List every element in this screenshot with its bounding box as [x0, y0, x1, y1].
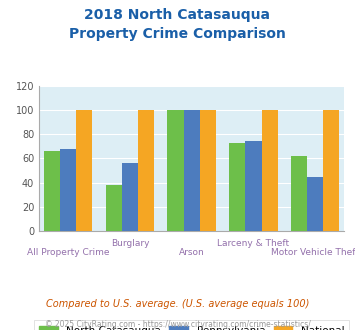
- Bar: [184, 110, 200, 231]
- Text: Compared to U.S. average. (U.S. average equals 100): Compared to U.S. average. (U.S. average …: [46, 299, 309, 309]
- Bar: [200, 110, 216, 231]
- Legend: North Catasauqua, Pennsylvania, National: North Catasauqua, Pennsylvania, National: [34, 320, 349, 330]
- Bar: [323, 110, 339, 231]
- Text: All Property Crime: All Property Crime: [27, 248, 109, 257]
- Text: Arson: Arson: [179, 248, 204, 257]
- Bar: [60, 149, 76, 231]
- Bar: [245, 142, 262, 231]
- Text: 2018 North Catasauqua
Property Crime Comparison: 2018 North Catasauqua Property Crime Com…: [69, 8, 286, 41]
- Text: © 2025 CityRating.com - https://www.cityrating.com/crime-statistics/: © 2025 CityRating.com - https://www.city…: [45, 320, 310, 329]
- Bar: [307, 177, 323, 231]
- Text: Burglary: Burglary: [111, 239, 149, 248]
- Bar: [168, 110, 184, 231]
- Text: Larceny & Theft: Larceny & Theft: [217, 239, 290, 248]
- Bar: [106, 185, 122, 231]
- Bar: [229, 143, 245, 231]
- Bar: [262, 110, 278, 231]
- Bar: [138, 110, 154, 231]
- Bar: [76, 110, 92, 231]
- Bar: [122, 163, 138, 231]
- Bar: [44, 151, 60, 231]
- Text: Motor Vehicle Theft: Motor Vehicle Theft: [271, 248, 355, 257]
- Bar: [291, 156, 307, 231]
